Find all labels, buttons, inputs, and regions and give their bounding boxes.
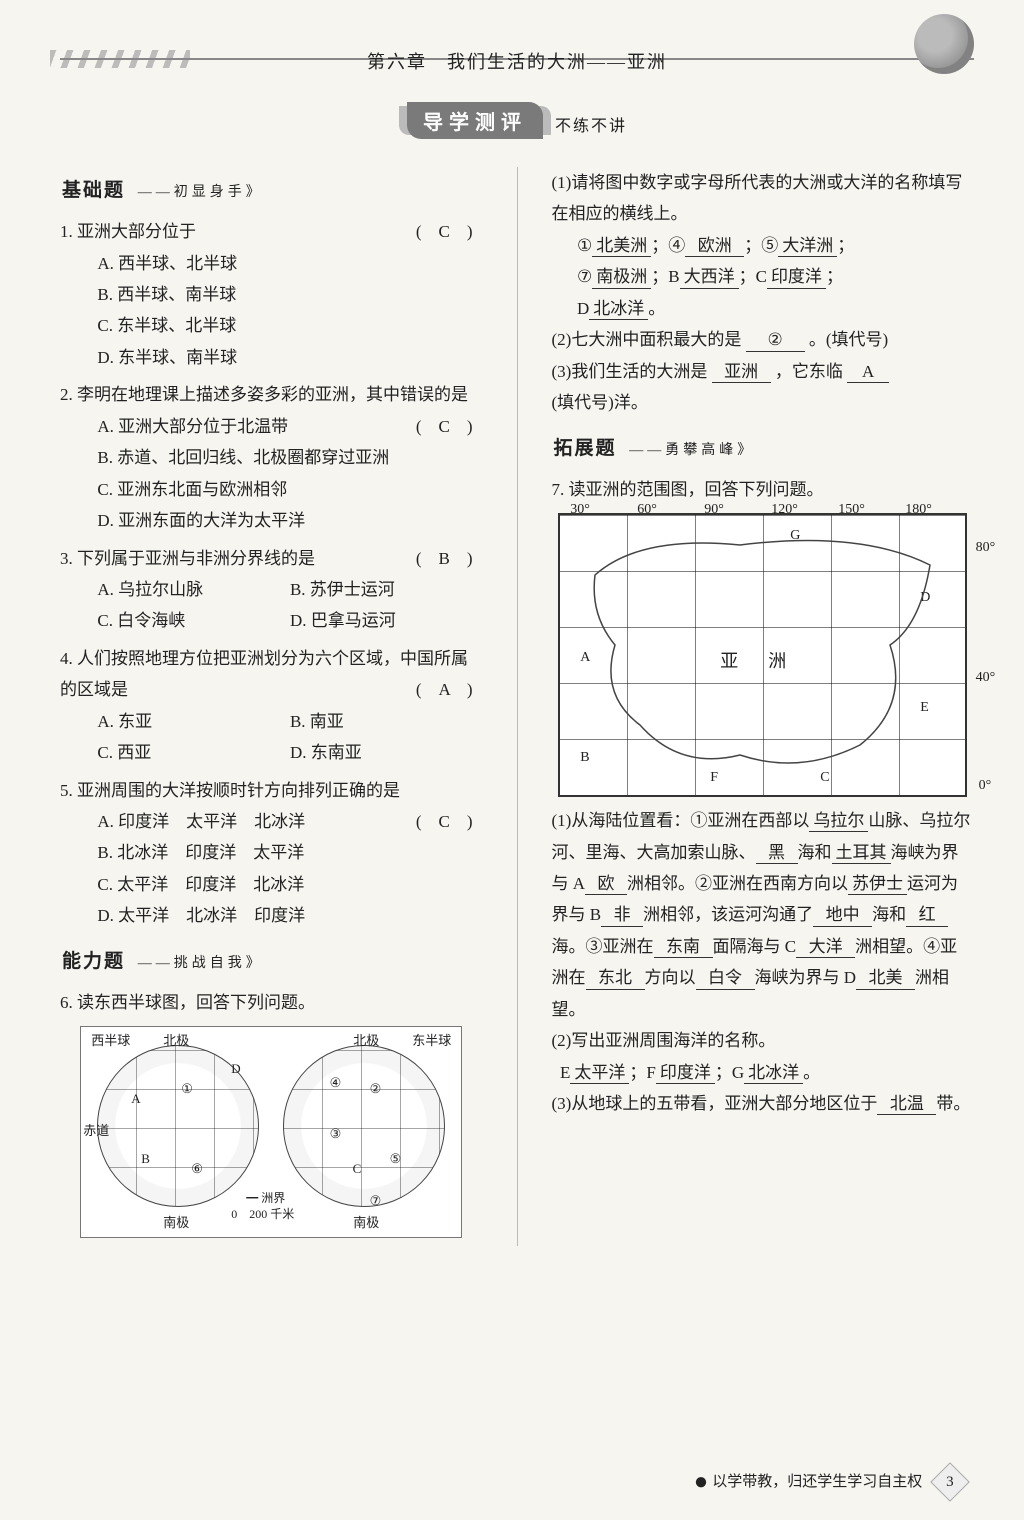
section-banner: 导学测评 不练不讲 [337,102,697,139]
section-title: 拓展题 [554,438,617,459]
q5-opt-c: C. 太平洋 印度洋 北冰洋 [97,869,482,900]
page-footer: ●以学带教，归还学生学习自主权 3 [694,1468,964,1496]
blank-p3-2: A [847,362,889,383]
asia-outline-icon [560,515,965,795]
blank-zone: 北温 [877,1094,936,1115]
label-east: 东半球 [412,1029,451,1053]
label-north-r: 北极 [353,1029,379,1053]
right-column: (1)请将图中数字或字母所代表的大洲或大洋的名称填写在相应的横线上。 ①北美洲；… [552,167,975,1246]
question-4: 4. 人们按照地理方位把亚洲划分为六个区域，中国所属的区域是 ( A ) A. … [60,643,483,769]
q5-stem: 5. 亚洲周围的大洋按顺时针方向排列正确的是 [60,781,400,800]
blank-p2: ② [746,330,805,351]
q4-opt-d: D. 东南亚 [290,737,483,768]
question-7: 7. 读亚洲的范围图，回答下列问题。 30° 60° 90° 120° 150°… [552,474,975,1120]
q3-stem: 3. 下列属于亚洲与非洲分界线的是 [60,549,315,568]
question-1: 1. 亚洲大部分位于 ( C ) A. 西半球、北半球 B. 西半球、南半球 C… [60,216,483,373]
section-title: 能力题 [62,951,125,972]
chapter-title: 第六章 我们生活的大洲——亚洲 [60,48,974,74]
q3-opt-b: B. 苏伊士运河 [290,574,483,605]
q3-opt-d: D. 巴拿马运河 [290,605,483,636]
q1-opt-a: A. 西半球、北半球 [97,248,482,279]
q7-p1: (1)从海陆位置看：①亚洲在西部以乌拉尔山脉、乌拉尔河、里海、大高加索山脉、黑海… [552,805,975,1025]
q6-p3a: (3)我们生活的大洲是 [552,362,708,381]
hemisphere-figure: 西半球 东半球 北极 北极 南极 南极 赤道 A ① B ⑥ D ④ ② ③ ⑤ [80,1026,462,1238]
mascot-icon [914,14,974,74]
banner-subtitle: 不练不讲 [555,112,627,136]
q6-p1-intro: (1)请将图中数字或字母所代表的大洲或大洋的名称填写在相应的横线上。 [552,167,975,230]
section-sub: ——挑战自我》 [138,956,264,971]
question-5: 5. 亚洲周围的大洋按顺时针方向排列正确的是 ( C ) A. 印度洋 太平洋 … [60,775,483,932]
q4-answer: ( A ) [416,674,473,705]
section-title: 基础题 [62,180,125,201]
q6-p2: (2)七大洲中面积最大的是 [552,330,742,349]
banner-title: 导学测评 [407,102,543,139]
left-column: 基础题 ——初显身手》 1. 亚洲大部分位于 ( C ) A. 西半球、北半球 … [60,167,483,1246]
section-sub: ——初显身手》 [138,185,264,200]
q1-opt-c: C. 东半球、北半球 [97,310,482,341]
blank-c5: 大洋洲 [778,236,837,257]
question-6: 6. 读东西半球图，回答下列问题。 西半球 东半球 北极 北极 南极 南极 赤道… [60,987,483,1238]
section-extend: 拓展题 ——勇攀高峰》 [548,429,766,468]
blank-G: 北冰洋 [744,1063,803,1084]
q6-part1: (1)请将图中数字或字母所代表的大洲或大洋的名称填写在相应的横线上。 ①北美洲；… [552,167,975,419]
q1-opt-d: D. 东半球、南半球 [97,342,482,373]
column-separator [517,167,518,1246]
q7-p2: (2)写出亚洲周围海洋的名称。 E太平洋；F印度洋；G北冰洋。 [552,1025,975,1088]
asia-map-figure: 30° 60° 90° 120° 150° 180° 80° 40° 0° A … [558,513,967,797]
blank-c7: 南极洲 [592,267,651,288]
blank-D: 北冰洋 [589,299,648,320]
q2-opt-c: C. 亚洲东北面与欧洲相邻 [97,474,482,505]
blank-C: 印度洋 [767,267,826,288]
question-2: 2. 李明在地理课上描述多姿多彩的亚洲，其中错误的是 ( C ) A. 亚洲大部… [60,379,483,536]
q2-answer: ( C ) [416,411,473,442]
blank-F: 印度洋 [656,1063,715,1084]
q5-opt-d: D. 太平洋 北冰洋 印度洋 [97,900,482,931]
question-3: 3. 下列属于亚洲与非洲分界线的是 ( B ) A. 乌拉尔山脉 B. 苏伊士运… [60,543,483,637]
q4-stem: 4. 人们按照地理方位把亚洲划分为六个区域，中国所属的区域是 [60,649,468,699]
q6-stem: 6. 读东西半球图，回答下列问题。 [60,987,483,1018]
blank-c4: 欧洲 [685,236,744,257]
q3-opt-a: A. 乌拉尔山脉 [97,574,290,605]
blank-E: 太平洋 [570,1063,629,1084]
q1-opt-b: B. 西半球、南半球 [97,279,482,310]
section-sub: ——勇攀高峰》 [629,443,755,458]
q2-stem: 2. 李明在地理课上描述多姿多彩的亚洲，其中错误的是 [60,385,468,404]
q5-answer: ( C ) [416,806,473,837]
label-north-l: 北极 [163,1029,189,1053]
label-equator: 赤道 [83,1119,109,1143]
q6-p3c: (填代号)洋。 [552,393,648,412]
label-south-r: 南极 [353,1211,379,1235]
q6-p2-tail: 。(填代号) [809,330,888,349]
page-number: 3 [930,1462,970,1502]
q6-p3b: ，它东临 [775,362,843,381]
q2-opt-d: D. 亚洲东面的大洋为太平洋 [97,505,482,536]
footer-text: 以学带教，归还学生学习自主权 [712,1474,922,1490]
q3-answer: ( B ) [416,543,473,574]
q3-opt-c: C. 白令海峡 [97,605,290,636]
section-ability: 能力题 ——挑战自我》 [56,942,274,981]
blank-B: 大西洋 [680,267,739,288]
label-south-l: 南极 [163,1211,189,1235]
q2-opt-b: B. 赤道、北回归线、北极圈都穿过亚洲 [97,442,482,473]
q7-p3: (3)从地球上的五带看，亚洲大部分地区位于北温带。 [552,1088,975,1119]
q4-opt-c: C. 西亚 [97,737,290,768]
section-basic: 基础题 ——初显身手》 [56,171,274,210]
page-header: 第六章 我们生活的大洲——亚洲 [60,40,974,78]
q5-opt-b: B. 北冰洋 印度洋 太平洋 [97,837,482,868]
q1-answer: ( C ) [416,216,473,247]
q1-stem: 1. 亚洲大部分位于 [60,222,196,241]
label-west: 西半球 [91,1029,130,1053]
q4-opt-a: A. 东亚 [97,706,290,737]
q4-opt-b: B. 南亚 [290,706,483,737]
blank-c1: 北美洲 [592,236,651,257]
blank-p3-1: 亚洲 [712,362,771,383]
